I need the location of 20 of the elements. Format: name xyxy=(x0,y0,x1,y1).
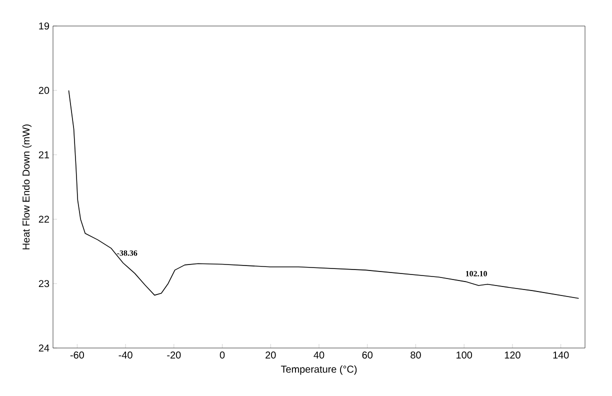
x-tick-label: 80 xyxy=(410,352,421,359)
y-tick-label: 22 xyxy=(38,216,49,223)
x-axis-title: Temperature (°C) xyxy=(280,365,357,375)
y-axis-title: Heat Flow Endo Down (mW) xyxy=(22,124,32,250)
y-tick-label: 19 xyxy=(39,22,50,30)
x-tick-label: 0 xyxy=(220,352,225,359)
x-tick-label: 120 xyxy=(504,352,520,359)
x-tick-label: 40 xyxy=(314,352,324,359)
y-tick-label: 24 xyxy=(38,344,50,352)
line-series xyxy=(68,90,580,299)
x-tick-label: 100 xyxy=(456,352,472,359)
y-tick-label: 21 xyxy=(38,151,49,158)
x-tick-label: 140 xyxy=(553,352,569,359)
y-tick-label: 23 xyxy=(38,280,50,288)
x-tick-label: -40 xyxy=(118,352,132,359)
y-tick-label: 20 xyxy=(38,86,50,94)
x-tick-label: 60 xyxy=(362,352,373,359)
x-tick-label: 20 xyxy=(266,352,276,359)
x-tick-label: -20 xyxy=(167,352,181,359)
x-tick-label: -60 xyxy=(70,352,84,359)
